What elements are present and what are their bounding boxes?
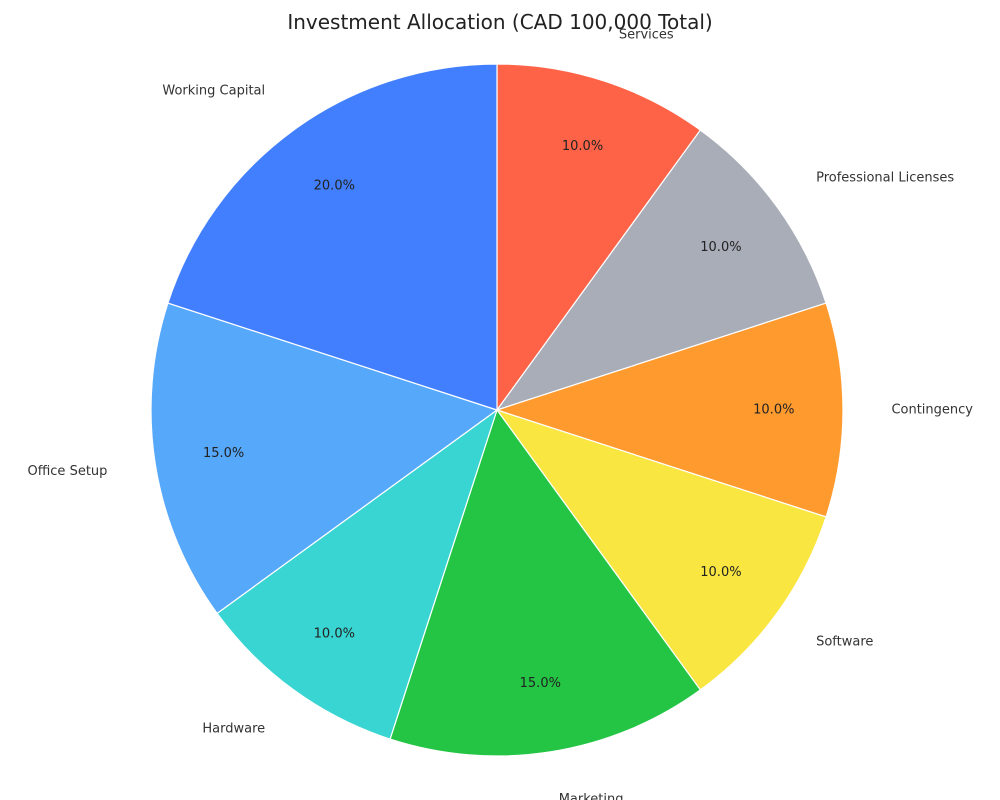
percent-label-office-setup: 15.0% (203, 446, 244, 461)
percent-label-software: 10.0% (700, 565, 741, 580)
percent-label-working-capital: 20.0% (314, 179, 355, 194)
pie-slice-contingency (495, 302, 844, 518)
category-label-services: Services (619, 27, 674, 42)
pie-slice-marketing (389, 408, 702, 757)
percent-label-services: 10.0% (562, 139, 603, 154)
category-label-working-capital: Working Capital (162, 83, 265, 98)
pie-slice-working-capital (167, 63, 498, 411)
percent-label-marketing: 15.0% (520, 676, 561, 691)
percent-label-hardware: 10.0% (314, 626, 355, 641)
chart-title: Investment Allocation (CAD 100,000 Total… (287, 10, 713, 34)
pie-slice-office-setup (150, 302, 499, 615)
pie-slice-services (496, 63, 702, 412)
percent-label-contingency: 10.0% (753, 403, 794, 418)
category-label-office-setup: Office Setup (27, 464, 107, 479)
category-label-professional-licenses: Professional Licenses (816, 171, 954, 186)
category-label-contingency: Contingency (891, 403, 973, 418)
pie-slice-software (495, 408, 827, 691)
category-label-hardware: Hardware (202, 722, 265, 737)
percent-label-professional-licenses: 10.0% (700, 240, 741, 255)
pie-slice-professional-licenses (495, 129, 827, 412)
category-label-marketing: Marketing (559, 792, 624, 800)
category-label-software: Software (816, 634, 873, 649)
pie-slice-hardware (216, 408, 499, 740)
